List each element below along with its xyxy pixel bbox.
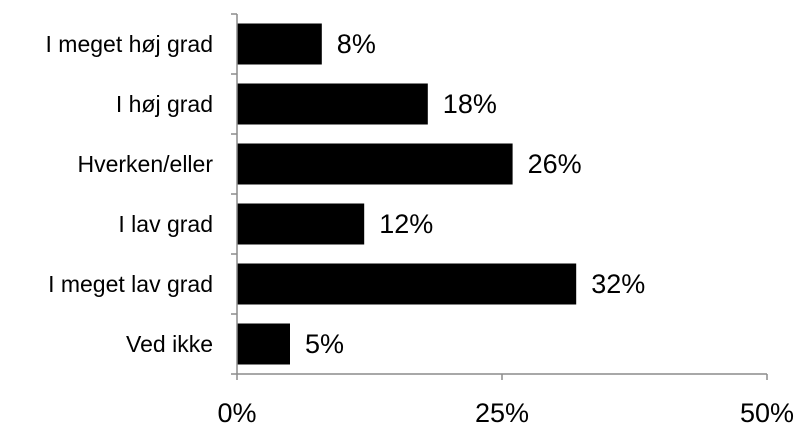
x-tick-label: 50% [740,398,794,428]
bar [237,83,428,125]
data-label: 8% [337,29,376,59]
bars-layer [237,23,577,365]
data-label: 5% [305,329,344,359]
category-label: Ved ikke [126,331,213,357]
category-label: I lav grad [118,211,213,237]
category-label: I meget høj grad [46,31,213,57]
data-label: 32% [591,269,645,299]
data-label: 26% [528,149,582,179]
category-label: I meget lav grad [48,271,213,297]
bar [237,143,513,185]
axes-layer [231,13,768,380]
bar [237,23,322,65]
labels-layer: I meget høj grad 8% I høj grad 18% Hverken/e… [46,29,794,428]
bar [237,263,577,305]
data-label: 18% [443,89,497,119]
category-label: I høj grad [116,91,213,117]
x-tick-label: 25% [475,398,529,428]
bar [237,203,365,245]
data-label: 12% [379,209,433,239]
x-tick-label: 0% [217,398,256,428]
category-label: Hverken/eller [78,151,214,177]
bar [237,323,290,365]
